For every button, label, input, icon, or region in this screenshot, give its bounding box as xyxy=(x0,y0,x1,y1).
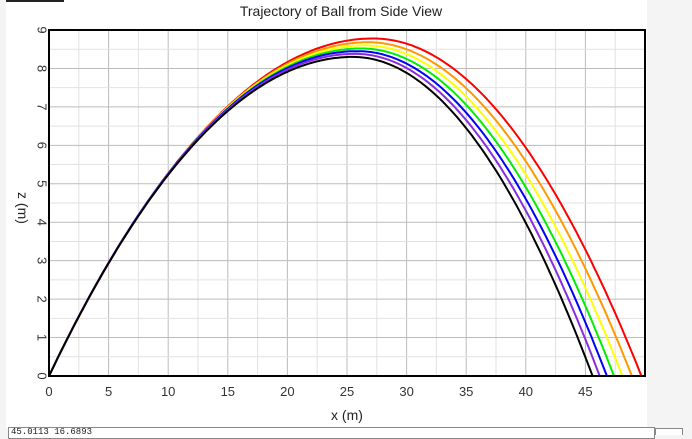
x-tick-label: 25 xyxy=(340,384,354,399)
x-tick-label: 45 xyxy=(578,384,592,399)
trajectory-series-7 xyxy=(48,55,594,377)
y-tick-label: 1 xyxy=(35,334,50,341)
x-axis-label: x (m) xyxy=(331,407,363,423)
trajectory-series-2 xyxy=(48,41,633,377)
trajectory-series-4 xyxy=(48,47,615,377)
chart-title: Trajectory of Ball from Side View xyxy=(240,3,443,19)
y-tick-label: 7 xyxy=(35,103,50,110)
trajectory-series-6 xyxy=(48,52,601,377)
trajectory-series-3 xyxy=(48,44,624,377)
y-tick-label: 5 xyxy=(35,180,50,187)
x-tick-label: 10 xyxy=(161,384,175,399)
x-tick-label: 0 xyxy=(45,384,52,399)
top-edge-tab xyxy=(6,0,64,2)
x-tick-label: 15 xyxy=(221,384,235,399)
y-tick-label: 9 xyxy=(35,26,50,33)
coordinate-readout-text: 45.0113 16.6893 xyxy=(11,427,93,437)
side-control-stub[interactable] xyxy=(655,428,683,435)
x-tick-label: 35 xyxy=(459,384,473,399)
y-tick-label: 3 xyxy=(35,257,50,264)
y-tick-label: 0 xyxy=(35,372,50,379)
y-tick-label: 8 xyxy=(35,65,50,72)
coordinate-readout-field[interactable]: 45.0113 16.6893 xyxy=(8,427,655,439)
y-tick-label: 6 xyxy=(35,142,50,149)
y-axis-label: z (m) xyxy=(15,192,31,224)
x-tick-label: 20 xyxy=(280,384,294,399)
trajectory-series-5 xyxy=(48,50,608,377)
x-tick-label: 40 xyxy=(519,384,533,399)
y-tick-label: 2 xyxy=(35,295,50,302)
x-tick-label: 30 xyxy=(399,384,413,399)
plot-frame xyxy=(48,29,646,377)
y-tick-label: 4 xyxy=(35,219,50,226)
x-tick-label: 5 xyxy=(105,384,112,399)
